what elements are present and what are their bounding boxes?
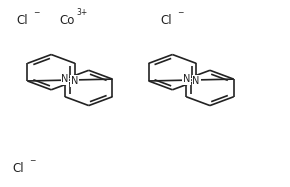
Text: Cl: Cl <box>161 14 173 27</box>
Text: Cl: Cl <box>17 14 28 27</box>
Text: N: N <box>182 74 190 84</box>
Text: N: N <box>193 76 200 86</box>
Text: −: − <box>29 156 35 165</box>
Text: N: N <box>61 74 69 84</box>
Text: Cl: Cl <box>12 162 24 175</box>
Text: −: − <box>177 8 184 17</box>
Text: Co: Co <box>60 14 75 27</box>
Text: −: − <box>33 8 40 17</box>
Text: 3+: 3+ <box>77 8 88 17</box>
Text: N: N <box>71 76 79 86</box>
